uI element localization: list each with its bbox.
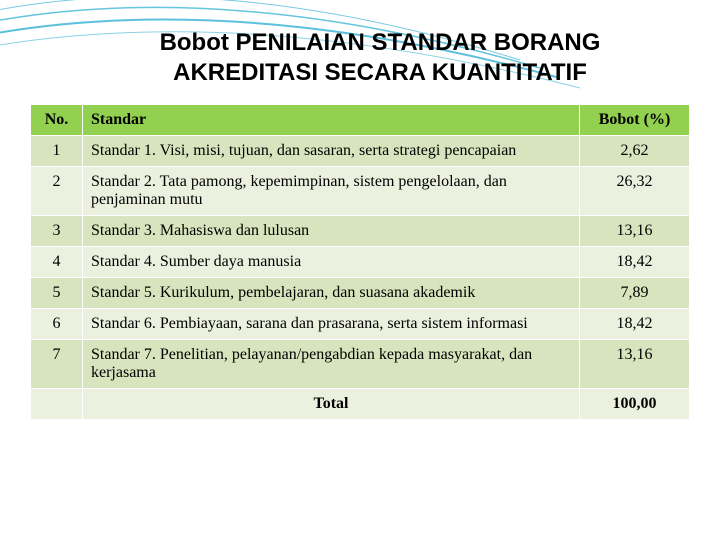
cell-no: 5 (31, 278, 83, 309)
slide: Bobot PENILAIAN STANDAR BORANG AKREDITAS… (0, 0, 720, 540)
cell-no: 1 (31, 136, 83, 167)
cell-no: 6 (31, 309, 83, 340)
cell-standar: Standar 5. Kurikulum, pembelajaran, dan … (83, 278, 580, 309)
slide-title: Bobot PENILAIAN STANDAR BORANG AKREDITAS… (30, 28, 690, 88)
table-row: 7Standar 7. Penelitian, pelayanan/pengab… (31, 340, 690, 389)
standards-table: No. Standar Bobot (%) 1Standar 1. Visi, … (30, 104, 690, 420)
cell-standar: Standar 2. Tata pamong, kepemimpinan, si… (83, 167, 580, 216)
table-total-row: Total100,00 (31, 389, 690, 420)
cell-standar: Standar 7. Penelitian, pelayanan/pengabd… (83, 340, 580, 389)
cell-no: 3 (31, 216, 83, 247)
title-line-2: AKREDITASI SECARA KUANTITATIF (173, 59, 587, 86)
header-bobot: Bobot (%) (580, 105, 690, 136)
cell-bobot: 18,42 (580, 247, 690, 278)
cell-no: 2 (31, 167, 83, 216)
cell-standar: Standar 6. Pembiayaan, sarana dan prasar… (83, 309, 580, 340)
cell-total-value: 100,00 (580, 389, 690, 420)
cell-total-label: Total (83, 389, 580, 420)
table-row: 6Standar 6. Pembiayaan, sarana dan prasa… (31, 309, 690, 340)
header-no: No. (31, 105, 83, 136)
cell-standar: Standar 1. Visi, misi, tujuan, dan sasar… (83, 136, 580, 167)
cell-total-empty (31, 389, 83, 420)
cell-bobot: 26,32 (580, 167, 690, 216)
cell-bobot: 2,62 (580, 136, 690, 167)
cell-no: 4 (31, 247, 83, 278)
table-row: 4Standar 4. Sumber daya manusia18,42 (31, 247, 690, 278)
cell-no: 7 (31, 340, 83, 389)
cell-standar: Standar 4. Sumber daya manusia (83, 247, 580, 278)
cell-standar: Standar 3. Mahasiswa dan lulusan (83, 216, 580, 247)
cell-bobot: 18,42 (580, 309, 690, 340)
header-standar: Standar (83, 105, 580, 136)
title-line-1: Bobot PENILAIAN STANDAR BORANG (160, 29, 601, 56)
table-header-row: No. Standar Bobot (%) (31, 105, 690, 136)
table-row: 3Standar 3. Mahasiswa dan lulusan13,16 (31, 216, 690, 247)
table-row: 5Standar 5. Kurikulum, pembelajaran, dan… (31, 278, 690, 309)
table-row: 1Standar 1. Visi, misi, tujuan, dan sasa… (31, 136, 690, 167)
cell-bobot: 7,89 (580, 278, 690, 309)
cell-bobot: 13,16 (580, 340, 690, 389)
table-row: 2Standar 2. Tata pamong, kepemimpinan, s… (31, 167, 690, 216)
cell-bobot: 13,16 (580, 216, 690, 247)
